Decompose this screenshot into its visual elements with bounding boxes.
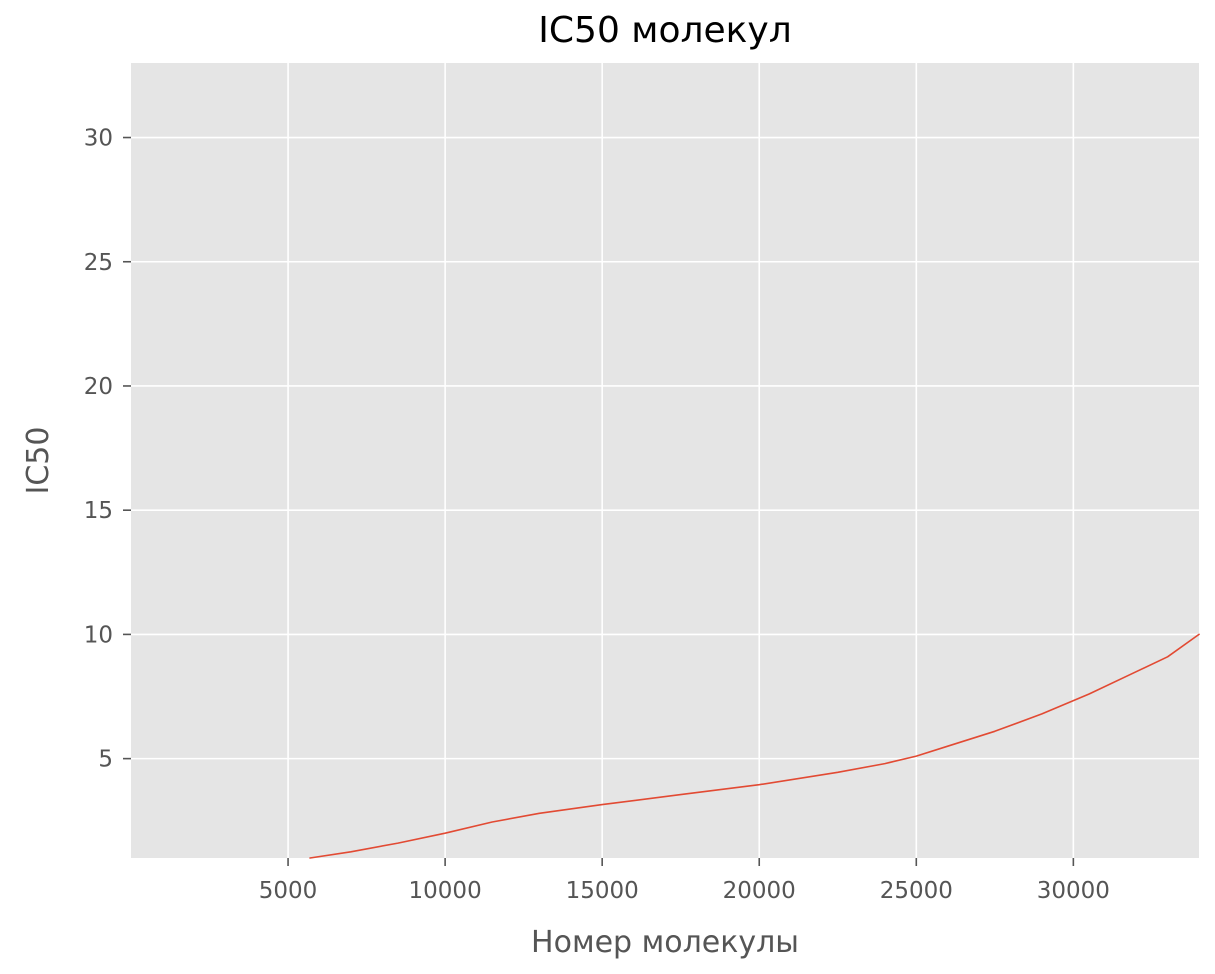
x-tick-label: 20000 xyxy=(723,878,796,904)
y-tick-label: 5 xyxy=(98,747,113,773)
series-line xyxy=(309,633,1200,859)
plot-area xyxy=(131,63,1199,858)
series-layer xyxy=(309,633,1200,859)
y-tick-label: 30 xyxy=(84,126,113,152)
y-axis-label: IC50 xyxy=(21,427,56,495)
x-tick-label: 10000 xyxy=(409,878,482,904)
y-tick-label: 25 xyxy=(84,250,113,276)
x-tick-label: 5000 xyxy=(259,878,318,904)
y-tick-label: 10 xyxy=(84,622,113,648)
grid xyxy=(131,63,1199,858)
ticks: 5000 10000 15000 20000 25000 30000 5 10 15 20 25 30 xyxy=(84,126,1110,904)
chart-title: IC50 молекул xyxy=(538,10,791,51)
x-tick-label: 15000 xyxy=(566,878,639,904)
x-tick-label: 25000 xyxy=(880,878,953,904)
x-axis-label: Номер молекулы xyxy=(531,925,799,960)
x-tick-label: 30000 xyxy=(1037,878,1110,904)
y-tick-label: 15 xyxy=(84,498,113,524)
y-tick-label: 20 xyxy=(84,374,113,400)
